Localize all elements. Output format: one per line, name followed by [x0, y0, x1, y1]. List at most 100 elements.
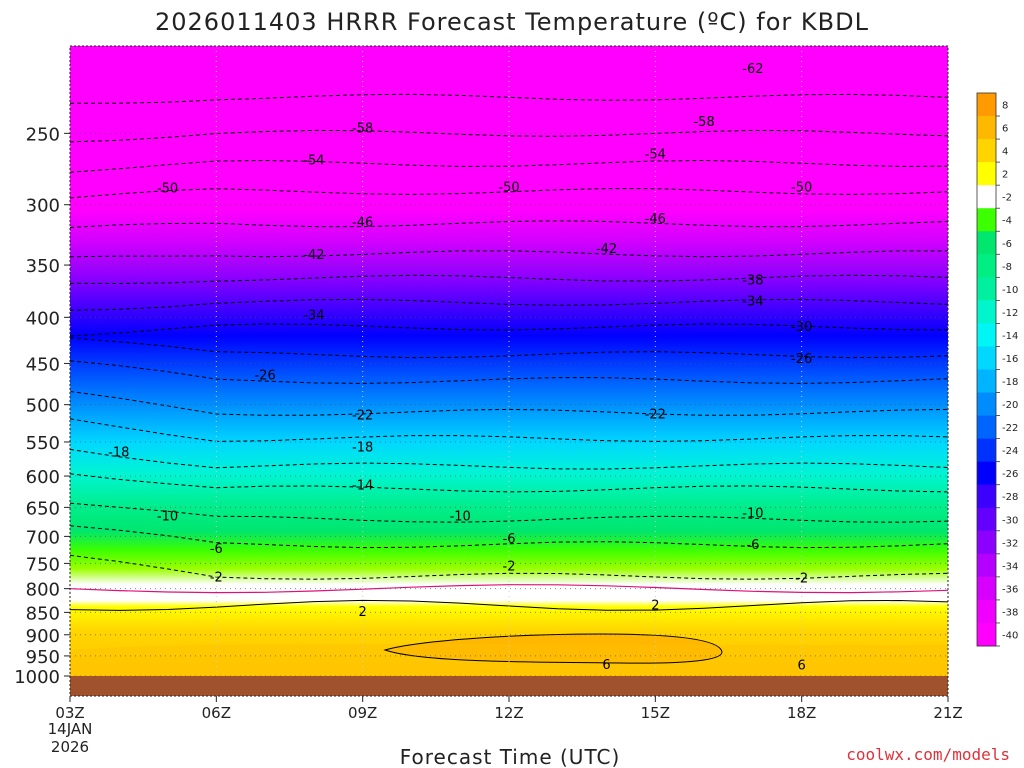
isotherm-dashed — [69, 360, 949, 384]
contour-label: -22 — [645, 408, 666, 423]
colorbar-swatch — [977, 93, 996, 117]
colorbar-swatch — [977, 530, 996, 555]
contour-label: -26 — [254, 368, 275, 383]
y-tick-label: 700 — [26, 527, 60, 548]
contour-label: -58 — [352, 122, 373, 137]
x-tick-label: 09Z — [348, 704, 377, 722]
contour-label: 6 — [798, 658, 806, 673]
contour-label: -10 — [157, 509, 178, 524]
colorbar-swatch — [977, 300, 996, 324]
x-axis: 03Z 06Z 09Z 12Z 15Z 18Z 21Z — [55, 696, 963, 722]
contour-label: -46 — [645, 212, 666, 227]
colorbar-swatch — [977, 116, 996, 140]
contour-label: -62 — [742, 62, 763, 77]
colorbar-label: 6 — [1002, 124, 1008, 135]
isotherm-dashed — [69, 525, 949, 549]
contour-label: -54 — [645, 148, 666, 163]
colorbar-swatch — [977, 254, 996, 278]
colorbar-swatch — [977, 622, 996, 647]
isotherm-0c — [69, 584, 949, 594]
contour-label: -58 — [693, 115, 714, 130]
colorbar-swatch — [977, 553, 996, 578]
y-axis: 2503003504004505005506006507007508008509… — [14, 124, 70, 688]
colorbar-label: -2 — [1002, 193, 1012, 204]
isotherm-dashed — [69, 448, 949, 470]
contour-label: -34 — [742, 294, 763, 309]
y-tick-label: 750 — [26, 554, 60, 575]
contour-label: -22 — [352, 408, 373, 423]
colorbar-swatch — [977, 369, 996, 394]
colorbar-label: -26 — [1002, 469, 1018, 480]
isotherm-6c — [383, 633, 723, 664]
colorbar-swatch — [977, 277, 996, 301]
y-tick-label: 400 — [26, 308, 60, 329]
y-tick-label: 450 — [26, 354, 60, 375]
contour-label: 6 — [602, 658, 610, 673]
plot-area: -62-58 -58-54 -54-50 -50 -50-46 -46-42 -42-38-… — [69, 45, 949, 697]
contour-label: -10 — [742, 506, 763, 521]
y-tick-label: 650 — [26, 498, 60, 519]
colorbar-label: -18 — [1002, 377, 1018, 388]
contour-label: -2 — [795, 572, 808, 587]
colorbar-swatch — [977, 231, 996, 255]
colorbar-label: -28 — [1002, 492, 1018, 503]
colorbar-label: -14 — [1002, 331, 1018, 342]
colorbar-label: 8 — [1002, 101, 1008, 112]
contour-label: -26 — [791, 352, 812, 367]
colorbar-label: -40 — [1002, 630, 1018, 641]
colorbar-label: -22 — [1002, 423, 1018, 434]
contour-label: -10 — [450, 509, 471, 524]
contour-label: 2 — [651, 598, 659, 613]
contour-label: -2 — [503, 560, 516, 575]
isotherm-dashed — [69, 390, 949, 416]
contour-label: -50 — [791, 180, 812, 195]
colorbar-swatch — [977, 139, 996, 163]
colorbar-swatch — [977, 208, 996, 232]
lower-warm-shading — [70, 643, 948, 676]
colorbar-swatch — [977, 599, 996, 624]
y-tick-label: 300 — [26, 196, 60, 217]
x-tick-label: 06Z — [202, 704, 231, 722]
contour-label: -34 — [303, 308, 324, 323]
x-tick-label: 12Z — [494, 704, 523, 722]
contour-label: -2 — [210, 571, 223, 586]
contour-label: -50 — [157, 182, 178, 197]
colorbar-swatch — [977, 392, 996, 417]
contour-label: -6 — [746, 538, 759, 553]
y-tick-label: 950 — [26, 647, 60, 668]
y-tick-label: 600 — [26, 467, 60, 488]
colorbar-label: -10 — [1002, 285, 1018, 296]
x-date-line-1: 14JAN — [48, 720, 93, 738]
ground-below-surface — [70, 676, 948, 696]
y-tick-label: 550 — [26, 433, 60, 454]
x-date-line-2: 2026 — [51, 738, 89, 756]
x-tick-label: 15Z — [641, 704, 670, 722]
y-tick-label: 250 — [26, 124, 60, 145]
colorbar-swatch — [977, 461, 996, 486]
x-tick-label: 18Z — [787, 704, 816, 722]
colorbar-swatch — [977, 346, 996, 370]
credit-text: coolwx.com/models — [846, 745, 1010, 764]
contour-label: -42 — [596, 242, 617, 257]
contour-label: -42 — [303, 248, 324, 263]
y-tick-label: 800 — [26, 580, 60, 601]
colorbar-label: -38 — [1002, 607, 1018, 618]
contour-label: -18 — [352, 441, 373, 456]
colorbar-label: -12 — [1002, 308, 1018, 319]
contour-labels: -62-58 -58-54 -54-50 -50 -50-46 -46-42 -42-38-… — [108, 62, 812, 673]
y-tick-label: 850 — [26, 603, 60, 624]
contour-label: -50 — [498, 180, 519, 195]
y-tick-label: 500 — [26, 396, 60, 417]
x-tick-label: 21Z — [933, 704, 962, 722]
colorbar-label: -16 — [1002, 354, 1018, 365]
contour-label: -38 — [742, 273, 763, 288]
colorbar-label: 2 — [1002, 170, 1008, 181]
contour-label: -6 — [210, 542, 223, 557]
y-tick-label: 900 — [26, 626, 60, 647]
colorbar-swatch — [977, 507, 996, 532]
colorbar-label: -36 — [1002, 584, 1018, 595]
colorbar-label: -4 — [1002, 216, 1012, 227]
colorbar-label: -6 — [1002, 239, 1012, 250]
contour-label: -18 — [108, 446, 129, 461]
